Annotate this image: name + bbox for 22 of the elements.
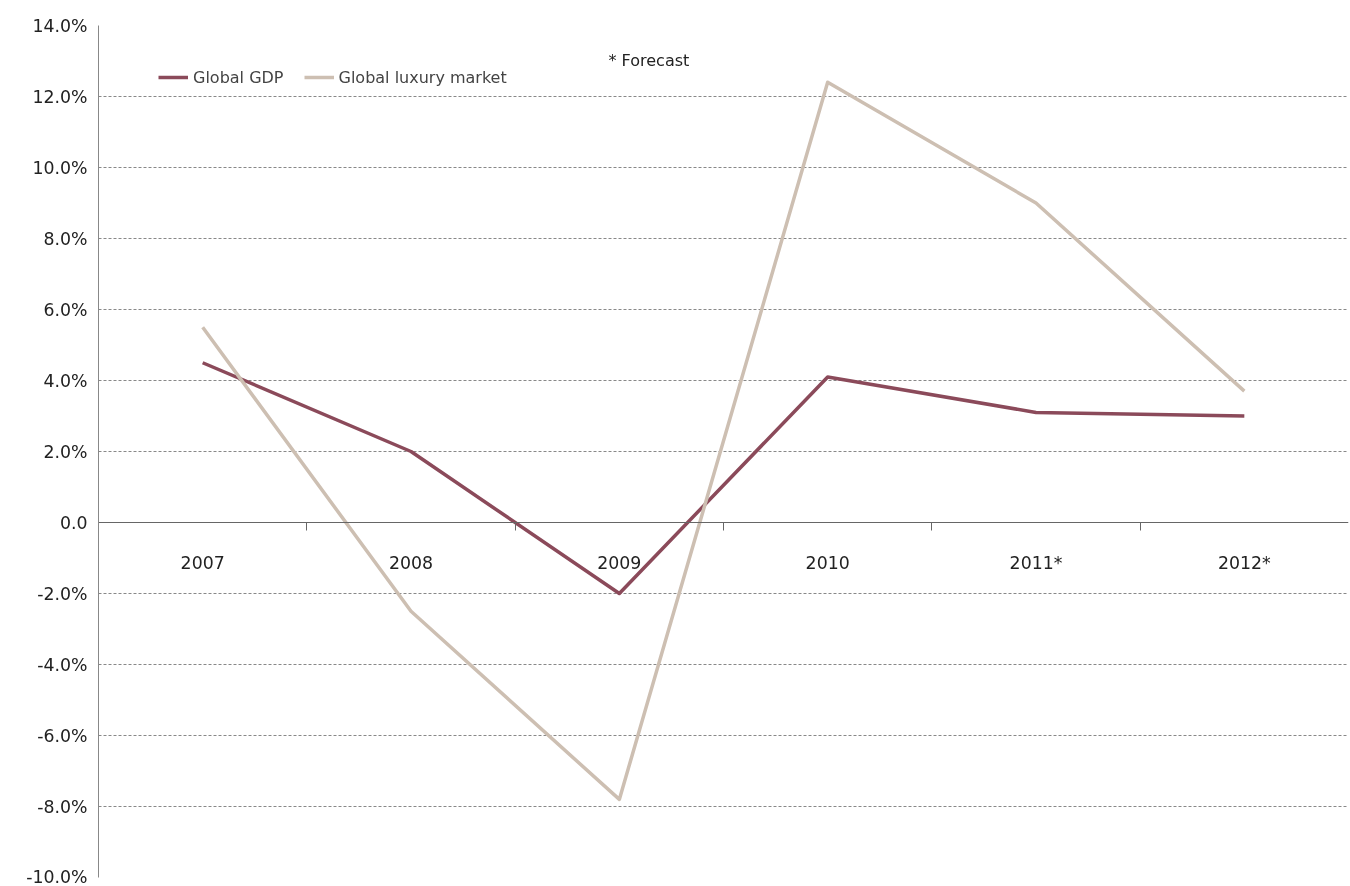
legend-label: Global GDP bbox=[193, 67, 284, 87]
annotation: * Forecast bbox=[608, 50, 690, 70]
y-tick-label: 0.0 bbox=[59, 512, 88, 533]
y-tick-label: -2.0% bbox=[37, 583, 88, 604]
y-tick-label: 8.0% bbox=[43, 228, 88, 249]
y-tick-label: 14.0% bbox=[32, 15, 88, 36]
x-tick-label: 2009 bbox=[597, 552, 642, 573]
legend-label: Global luxury market bbox=[338, 67, 507, 87]
y-tick-label: -10.0% bbox=[26, 866, 88, 886]
x-tick-label: 2008 bbox=[388, 552, 434, 573]
y-tick-label: 10.0% bbox=[32, 157, 88, 178]
x-tick-label: 2011* bbox=[1009, 552, 1063, 573]
y-tick-label: 12.0% bbox=[32, 86, 88, 107]
y-tick-label: -6.0% bbox=[37, 725, 88, 746]
y-tick-label: -4.0% bbox=[37, 654, 88, 675]
y-tick-label: 4.0% bbox=[43, 370, 88, 391]
y-tick-label: -8.0% bbox=[37, 796, 88, 817]
y-tick-label: 6.0% bbox=[43, 299, 88, 320]
x-tick-label: 2010 bbox=[805, 552, 850, 573]
x-tick-label: 2007 bbox=[180, 552, 225, 573]
y-tick-label: 2.0% bbox=[43, 441, 88, 462]
x-tick-label: 2012* bbox=[1217, 552, 1272, 573]
